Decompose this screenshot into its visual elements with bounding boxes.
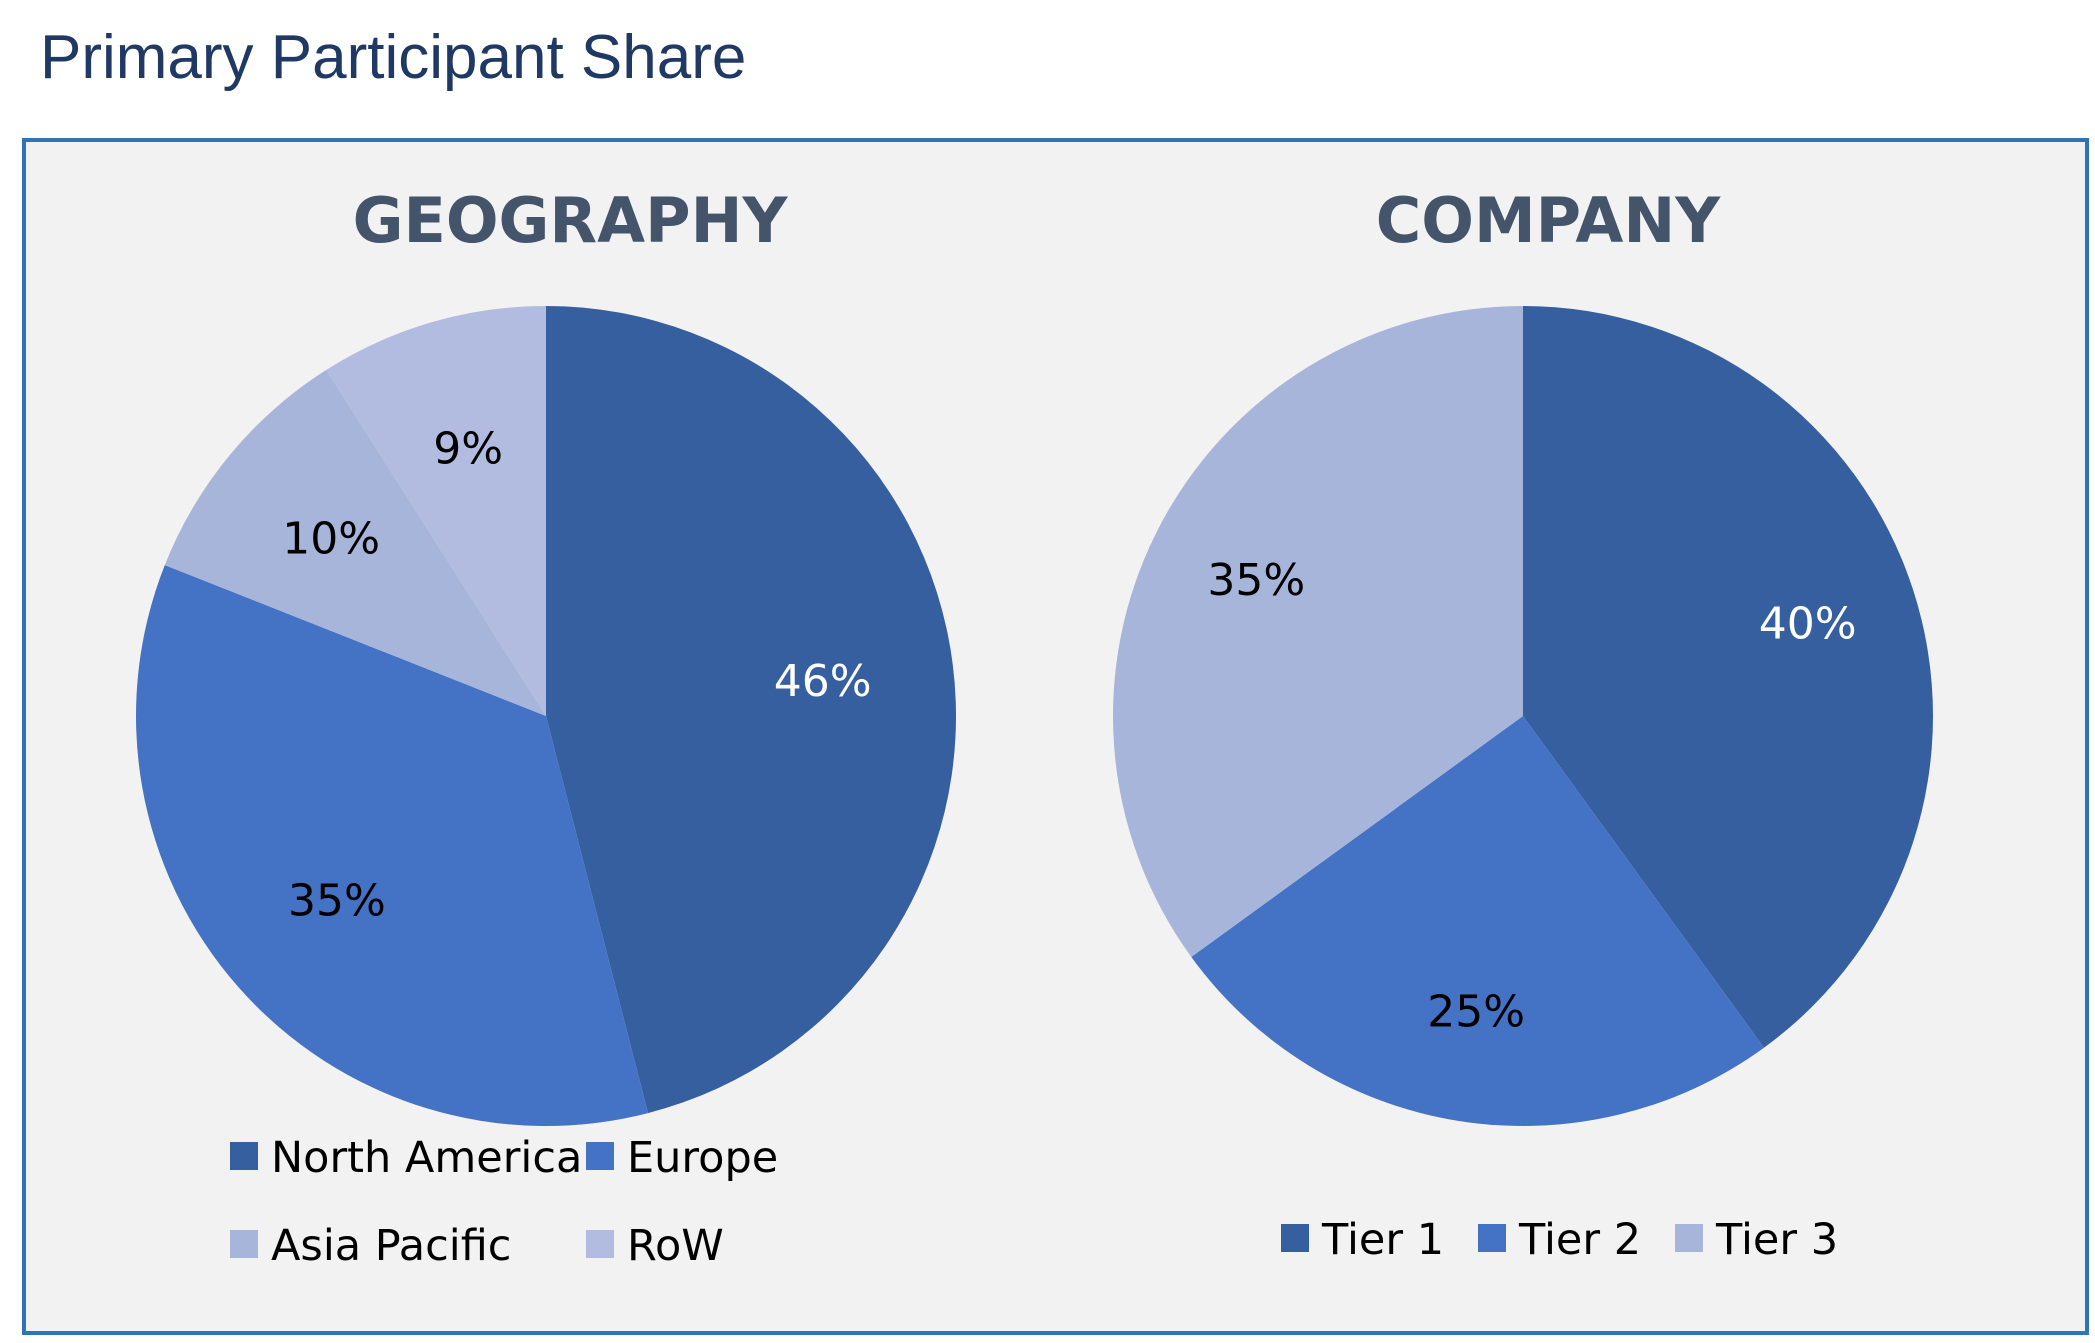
company-legend-label-tier-2: Tier 2 xyxy=(1518,1215,1641,1265)
company-data-label-tier-1: 40% xyxy=(1759,599,1857,650)
geography-data-label-north-america: 46% xyxy=(774,656,872,707)
geography-legend-label-north-america: North America xyxy=(271,1133,582,1183)
geography-legend-label-row: RoW xyxy=(627,1221,724,1271)
company-slice-tier-3 xyxy=(1113,306,1523,957)
company-legend-swatch-tier-1 xyxy=(1281,1224,1309,1252)
geography-legend-swatch-asia-pacific xyxy=(230,1230,258,1258)
geography-slice-north-america xyxy=(546,306,957,1114)
company-legend-swatch-tier-2 xyxy=(1478,1224,1506,1252)
geography-legend-swatch-north-america xyxy=(230,1142,258,1170)
company-slice-tier-1 xyxy=(1523,306,1933,1048)
company-legend-label-tier-3: Tier 3 xyxy=(1715,1215,1838,1265)
geography-slice-row xyxy=(326,306,546,716)
geography-chart-title: GEOGRAPHY xyxy=(353,184,789,257)
geography-legend-label-asia-pacific: Asia Pacific xyxy=(271,1221,511,1271)
geography-legend-label-europe: Europe xyxy=(627,1133,778,1183)
geography-data-label-europe: 35% xyxy=(288,875,386,926)
geography-legend-swatch-row xyxy=(586,1230,614,1258)
company-legend-swatch-tier-3 xyxy=(1675,1224,1703,1252)
company-chart-title: COMPANY xyxy=(1376,184,1722,257)
company-data-label-tier-2: 25% xyxy=(1427,987,1525,1038)
geography-slice-europe xyxy=(135,565,648,1127)
company-legend-label-tier-1: Tier 1 xyxy=(1321,1215,1444,1265)
page-title: Primary Participant Share xyxy=(40,23,747,92)
company-data-label-tier-3: 35% xyxy=(1207,555,1305,606)
company-slice-tier-2 xyxy=(1191,716,1764,1126)
geography-slice-asia-pacific xyxy=(164,369,547,716)
geography-data-label-row: 9% xyxy=(433,423,503,474)
geography-data-label-asia-pacific: 10% xyxy=(282,513,380,564)
geography-legend-swatch-europe xyxy=(586,1142,614,1170)
